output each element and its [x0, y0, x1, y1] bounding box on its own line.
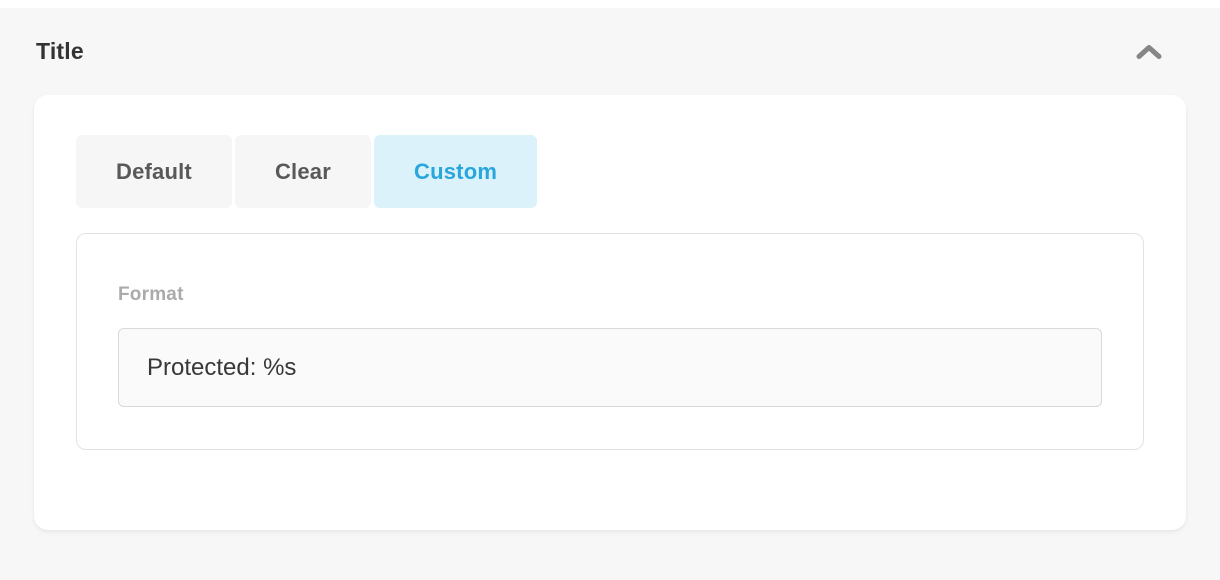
title-mode-tabs: Default Clear Custom [76, 135, 1144, 208]
top-strip [0, 0, 1220, 8]
collapse-section-button[interactable] [1132, 40, 1166, 64]
page-title: Title [36, 38, 84, 64]
custom-format-fieldset: Format [76, 233, 1144, 450]
tab-custom[interactable]: Custom [374, 135, 538, 208]
format-input[interactable] [118, 328, 1102, 407]
chevron-up-icon [1136, 44, 1162, 60]
title-settings-card: Default Clear Custom Format [34, 95, 1186, 530]
title-section-header: Title [0, 8, 1220, 95]
tab-clear[interactable]: Clear [234, 135, 372, 208]
tab-default[interactable]: Default [76, 135, 232, 208]
format-label: Format [118, 284, 184, 305]
